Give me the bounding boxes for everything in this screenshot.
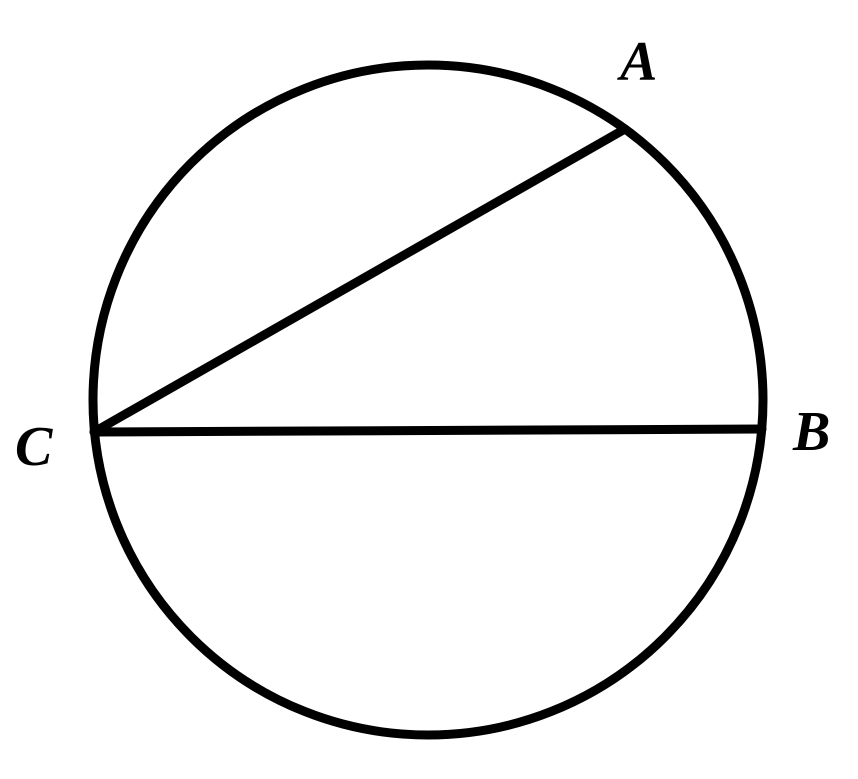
- point-label-c: C: [15, 415, 52, 479]
- geometry-diagram: [0, 0, 858, 779]
- chord-c-b: [94, 429, 762, 432]
- point-label-b: B: [793, 400, 830, 464]
- circle: [93, 65, 763, 735]
- chord-c-a: [94, 129, 625, 432]
- point-label-a: A: [620, 30, 657, 94]
